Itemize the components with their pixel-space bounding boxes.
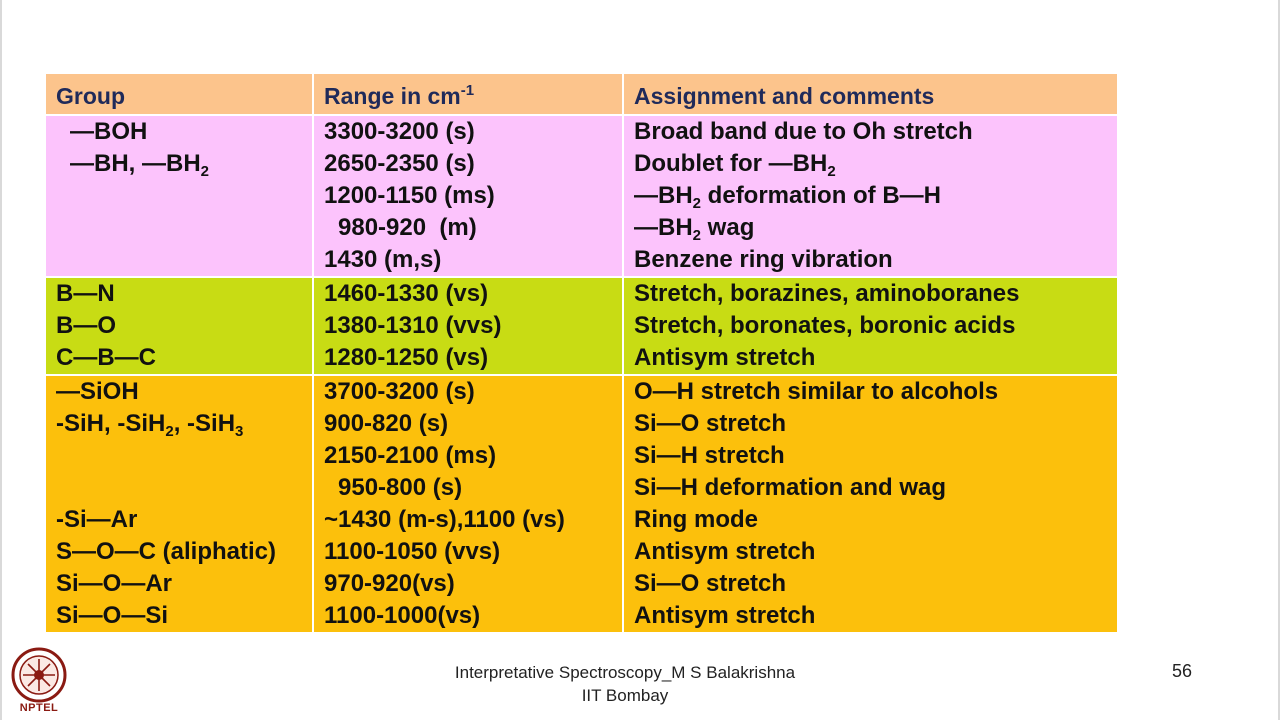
assignment-cell: Broad band due to Oh stretch Doublet for… bbox=[622, 114, 1119, 278]
nptel-logo: NPTEL bbox=[10, 646, 68, 716]
range-cell: 1460-1330 (vs) 1380-1310 (vvs) 1280-1250… bbox=[312, 276, 624, 376]
range-cell: 3300-3200 (s) 2650-2350 (s) 1200-1150 (m… bbox=[312, 114, 624, 278]
header-range-unit-sup: -1 bbox=[460, 82, 475, 99]
footer-course-title: Interpretative Spectroscopy_M S Balakris… bbox=[454, 663, 796, 682]
range-line: 1100-1000(vs) bbox=[324, 602, 481, 629]
range-line: 3700-3200 (s) bbox=[324, 378, 475, 405]
group-line: -SiH, -SiH2, -SiH3 bbox=[56, 410, 244, 440]
range-line: 1280-1250 (vs) bbox=[324, 344, 489, 371]
group-line: B—O bbox=[56, 312, 116, 339]
range-line: 1200-1150 (ms) bbox=[324, 182, 495, 209]
range-line: 1380-1310 (vvs) bbox=[324, 312, 502, 339]
slide-page-number: 56 bbox=[1172, 661, 1193, 681]
group-line: Si—O—Ar bbox=[56, 570, 173, 597]
assignment-line: Antisym stretch bbox=[634, 344, 816, 371]
header-group: Group bbox=[44, 72, 314, 116]
assignment-line: —BH2 deformation of B—H bbox=[634, 182, 942, 212]
group-line: -Si—Ar bbox=[56, 506, 138, 533]
group-bh-bh2: —BH, —BH2 bbox=[70, 150, 210, 180]
table-section-boron-hydride: —BOH —BH, —BH2 3300-3200 (s) 2650-2350 (… bbox=[44, 114, 1119, 278]
assignment-line: Antisym stretch bbox=[634, 538, 816, 565]
footer-institution: IIT Bombay bbox=[581, 686, 669, 705]
assignment-line: Si—H stretch bbox=[634, 442, 785, 469]
range-line: 2150-2100 (ms) bbox=[324, 442, 497, 469]
assignment-line: Doublet for —BH2 bbox=[634, 150, 836, 180]
slide-border-left bbox=[0, 0, 2, 720]
slide-footer: Interpretative Spectroscopy_M S Balakris… bbox=[400, 661, 850, 707]
group-cell: B—N B—O C—B—C bbox=[44, 276, 314, 376]
nptel-emblem-icon bbox=[11, 647, 67, 703]
slide-border-right bbox=[1278, 0, 1280, 720]
assignment-line: Stretch, borazines, aminoboranes bbox=[634, 280, 1020, 307]
table-section-boron-bonds: B—N B—O C—B—C 1460-1330 (vs) 1380-1310 (… bbox=[44, 276, 1119, 376]
assignment-line: —BH2 wag bbox=[634, 214, 755, 244]
group-line: S—O—C (aliphatic) bbox=[56, 538, 277, 565]
table-header-row: Group Range in cm-1 Assignment and comme… bbox=[44, 72, 1119, 116]
range-line: 1460-1330 (vs) bbox=[324, 280, 489, 307]
group-line: —SiOH bbox=[56, 378, 139, 405]
header-range-label: Range in cm bbox=[324, 83, 461, 109]
range-line: 970-920(vs) bbox=[324, 570, 455, 597]
group-line: C—B—C bbox=[56, 344, 156, 371]
range-line: 1100-1050 (vvs) bbox=[324, 538, 501, 565]
group-line: B—N bbox=[56, 280, 115, 307]
ir-group-frequency-table: Group Range in cm-1 Assignment and comme… bbox=[44, 72, 1119, 634]
range-line: 980-920 (m) bbox=[338, 214, 477, 241]
assignment-line: O—H stretch similar to alcohols bbox=[634, 378, 999, 405]
assignment-line: Ring mode bbox=[634, 506, 758, 533]
group-line: Si—O—Si bbox=[56, 602, 169, 629]
assignment-line: Broad band due to Oh stretch bbox=[634, 118, 973, 145]
range-line: 1430 (m,s) bbox=[324, 246, 442, 273]
assignment-line: Si—O stretch bbox=[634, 570, 787, 597]
group-cell: —BOH —BH, —BH2 bbox=[44, 114, 314, 278]
group-line-empty bbox=[56, 472, 302, 504]
assignment-line: Stretch, boronates, boronic acids bbox=[634, 312, 1016, 339]
logo-text: NPTEL bbox=[19, 702, 59, 714]
range-cell: 3700-3200 (s) 900-820 (s) 2150-2100 (ms)… bbox=[312, 374, 624, 634]
range-line: 3300-3200 (s) bbox=[324, 118, 475, 145]
group-boh: —BOH bbox=[70, 118, 148, 145]
group-line-empty bbox=[56, 440, 302, 472]
group-cell: —SiOH -SiH, -SiH2, -SiH3 -Si—Ar S—O—C (a… bbox=[44, 374, 314, 634]
range-line: 2650-2350 (s) bbox=[324, 150, 475, 177]
assignment-line: Benzene ring vibration bbox=[634, 246, 893, 273]
range-line: 900-820 (s) bbox=[324, 410, 449, 437]
assignment-line: Si—O stretch bbox=[634, 410, 787, 437]
assignment-line: Antisym stretch bbox=[634, 602, 816, 629]
header-range: Range in cm-1 bbox=[312, 72, 624, 116]
assignment-line: Si—H deformation and wag bbox=[634, 474, 947, 501]
range-line: ~1430 (m-s),1100 (vs) bbox=[324, 506, 565, 533]
range-line: 950-800 (s) bbox=[338, 474, 463, 501]
assignment-cell: O—H stretch similar to alcohols Si—O str… bbox=[622, 374, 1119, 634]
header-assignment: Assignment and comments bbox=[622, 72, 1119, 116]
table-section-silicon: —SiOH -SiH, -SiH2, -SiH3 -Si—Ar S—O—C (a… bbox=[44, 374, 1119, 634]
assignment-cell: Stretch, borazines, aminoboranes Stretch… bbox=[622, 276, 1119, 376]
